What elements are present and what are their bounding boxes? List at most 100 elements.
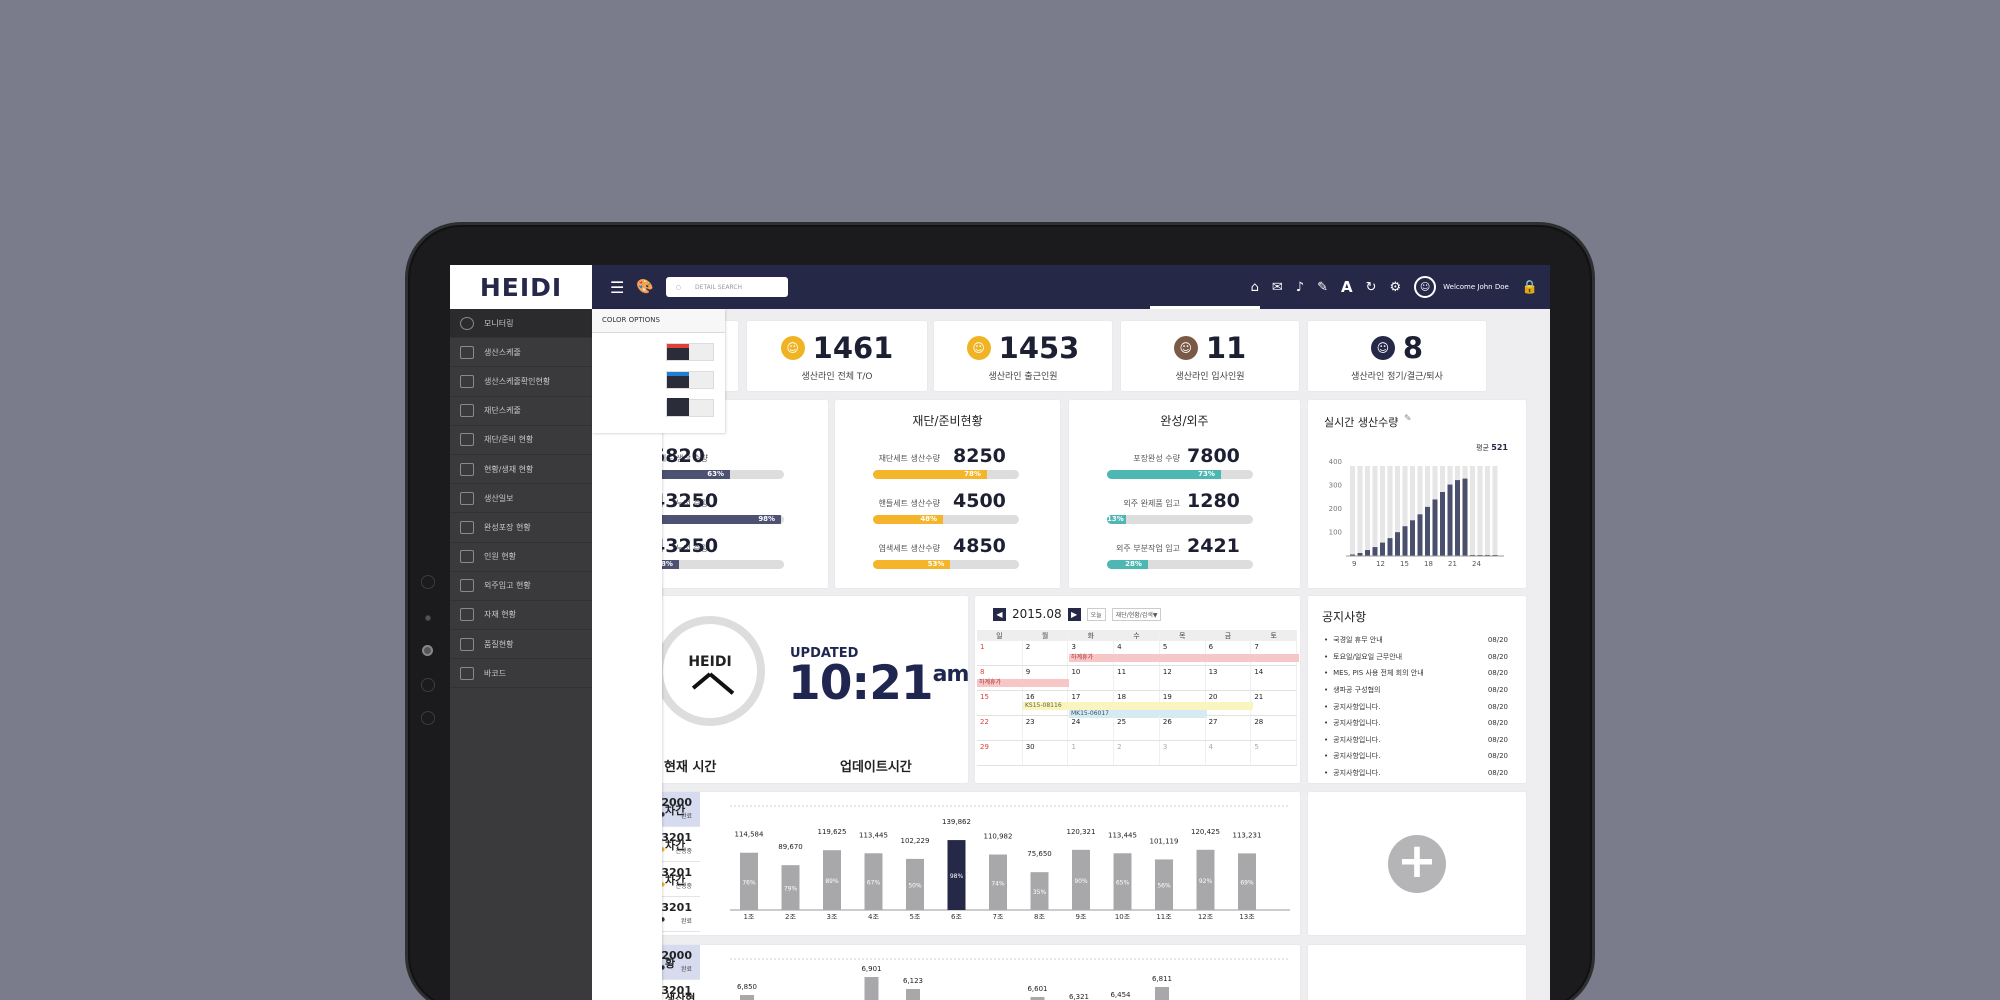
calendar-date[interactable]: 26 xyxy=(1160,716,1206,740)
sidebar-item[interactable]: 외주입고 현황 xyxy=(450,572,592,601)
calendar-date[interactable]: 4 xyxy=(1206,741,1252,765)
prev-month-icon[interactable]: ◀ xyxy=(993,607,1006,621)
calendar-date[interactable]: 14 xyxy=(1251,666,1298,690)
notice-item[interactable]: 공지사항입니다. 08/20 xyxy=(1324,698,1508,715)
sidebar-item[interactable]: 생산스케줄확인현황 xyxy=(450,367,592,397)
calendar-date[interactable]: 3 xyxy=(1160,741,1206,765)
add-widget-card[interactable]: + xyxy=(1308,792,1526,935)
notice-item[interactable]: 공지사항입니다. 08/20 xyxy=(1324,732,1508,749)
lock-icon[interactable]: 🔒 xyxy=(1521,279,1538,295)
calendar-date[interactable]: 5 xyxy=(1251,741,1298,765)
calendar-date[interactable]: 6 xyxy=(1206,641,1252,665)
calendar-date[interactable]: 22 xyxy=(977,716,1023,740)
calendar-date[interactable]: 3 xyxy=(1068,641,1115,665)
category-label: 6조 xyxy=(951,913,962,921)
search-input[interactable]: ○ DETAIL SEARCH xyxy=(665,277,788,297)
font-icon[interactable]: A xyxy=(1340,278,1353,296)
home-icon[interactable]: ⌂ xyxy=(1250,279,1259,295)
calendar-date[interactable]: 12 xyxy=(1160,666,1206,690)
metric-row: 외주 부분작업 입고 2421 28% xyxy=(1069,535,1300,578)
chart-bar-bg xyxy=(1492,466,1498,556)
edit-icon[interactable]: ✎ xyxy=(1404,414,1412,424)
notice-date: 08/20 xyxy=(1487,752,1508,761)
calendar-date[interactable]: 10 xyxy=(1068,666,1115,690)
logo[interactable]: HEIDI xyxy=(450,265,592,309)
bar-value-label: 6,601 xyxy=(1027,985,1047,993)
notice-text: 국경일 휴무 안내 xyxy=(1324,635,1383,645)
calendar-event[interactable]: 하계휴가 xyxy=(1069,654,1299,662)
calendar-date[interactable]: 4 xyxy=(1114,641,1160,665)
sidebar-item[interactable]: 현황/생재 현황 xyxy=(450,455,592,485)
calendar-date[interactable]: 9 xyxy=(1023,666,1069,690)
sidebar-item-label: 재단스케줄 xyxy=(484,406,521,416)
calendar-date[interactable]: 27 xyxy=(1206,716,1252,740)
next-month-icon[interactable]: ▶ xyxy=(1067,607,1081,621)
notice-item[interactable]: 생파공 구성협의 08/20 xyxy=(1324,682,1508,699)
calendar-date[interactable]: 2 xyxy=(1023,641,1069,665)
calendar-date[interactable]: 25 xyxy=(1114,716,1160,740)
calendar-date[interactable]: 5 xyxy=(1160,641,1206,665)
sidebar-item[interactable]: 재단스케줄 xyxy=(450,397,592,426)
calendar-date[interactable]: 1 xyxy=(1068,741,1115,765)
plus-icon[interactable]: + xyxy=(1388,835,1446,893)
sync-icon[interactable]: ↻ xyxy=(1365,279,1377,295)
calendar-event[interactable]: KS15-08116 xyxy=(1023,702,1253,710)
notice-item[interactable]: 공지사항입니다. 08/20 xyxy=(1324,748,1508,765)
sidebar-item[interactable]: 자재 현황 xyxy=(450,601,592,631)
bar-value-label: 119,625 xyxy=(818,828,847,836)
calendar-date[interactable]: 8 xyxy=(977,666,1023,690)
sidebar-item[interactable]: 완성포장 현황 xyxy=(450,513,592,543)
calendar-event[interactable]: 하계휴가 xyxy=(977,679,1069,687)
calendar-event[interactable]: MK15-06017 xyxy=(1069,710,1207,718)
notice-item[interactable]: 공지사항입니다. 08/20 xyxy=(1324,715,1508,732)
palette-icon[interactable]: 🎨 xyxy=(636,279,654,295)
sidebar-item[interactable]: 생산일보 xyxy=(450,484,592,514)
color-swatch-navy[interactable] xyxy=(666,398,714,417)
chart-bar xyxy=(1462,478,1468,556)
sidebar-item[interactable]: 재단/준비 현황 xyxy=(450,426,592,455)
color-swatch-red[interactable] xyxy=(666,343,714,361)
notice-item[interactable]: 토요일/일요일 근무안내 08/20 xyxy=(1324,649,1508,666)
calendar-date[interactable]: 21 xyxy=(1251,691,1298,715)
menu-icon[interactable]: ☰ xyxy=(610,277,625,297)
notice-item[interactable]: 공지사항입니다. 08/20 xyxy=(1324,765,1508,782)
calendar-date[interactable]: 29 xyxy=(977,741,1023,765)
calendar-grid: 일 월 화 수 목 금 토 1 2 3 4 5 6 7 하계휴가 8 9 10 11 12 13 14 하계휴가 15 16 17… xyxy=(977,630,1299,766)
calendar-date[interactable]: 24 xyxy=(1068,716,1115,740)
gear-icon[interactable]: ⚙ xyxy=(1389,279,1402,295)
calendar-date[interactable]: 7 xyxy=(1251,641,1298,665)
calendar-date[interactable]: 1 xyxy=(977,641,1023,665)
notice-item[interactable]: MES, PIS 사용 전체 회의 안내 08/20 xyxy=(1324,665,1508,682)
pencil-icon[interactable]: ✎ xyxy=(1317,279,1328,295)
notice-text: 생파공 구성협의 xyxy=(1324,685,1380,695)
sidebar-item[interactable]: 바코드 xyxy=(450,659,592,689)
calendar-date[interactable]: 23 xyxy=(1023,716,1069,740)
today-button[interactable]: 오늘 xyxy=(1086,607,1106,621)
calendar-date[interactable]: 30 xyxy=(1023,741,1069,765)
calendar-date[interactable]: 11 xyxy=(1114,666,1160,690)
calendar-date[interactable]: 28 xyxy=(1251,716,1298,740)
sidebar-item[interactable]: 인원 현황 xyxy=(450,543,592,572)
mail-icon[interactable]: ✉ xyxy=(1271,279,1283,295)
metric-row: 재단세트 생산수량 8250 78% xyxy=(835,445,1060,488)
calendar-date[interactable]: 13 xyxy=(1206,666,1252,690)
stat-card: ☺ 11 생산라인 입사인원 xyxy=(1121,321,1299,391)
calendar-date[interactable]: 2 xyxy=(1114,741,1160,765)
notice-item[interactable]: 국경일 휴무 안내 08/20 xyxy=(1324,632,1508,649)
stat-value: 11 xyxy=(1205,330,1247,365)
user-avatar-icon[interactable]: ☺ xyxy=(1414,276,1437,298)
color-swatch-blue[interactable] xyxy=(666,371,714,389)
line-status-label: 진행중 xyxy=(675,848,692,855)
metric-label: 누적 수량 xyxy=(676,499,708,508)
sidebar-item[interactable]: 품질현황 xyxy=(450,630,592,660)
progress-bar: 73% xyxy=(1107,470,1253,479)
chart-bar-bg xyxy=(1417,466,1423,556)
add-widget-card-2[interactable] xyxy=(1308,945,1526,1000)
sidebar-item[interactable]: 모니터링 xyxy=(450,309,592,339)
calendar-filter-select[interactable]: 재단/현황/검색▼ xyxy=(1111,607,1162,621)
x-tick-label: 21 xyxy=(1448,560,1457,568)
bell-icon[interactable]: ♪ xyxy=(1295,279,1305,295)
sidebar-item[interactable]: 생산스케줄 xyxy=(450,338,592,368)
calendar-date[interactable]: 15 xyxy=(977,691,1023,715)
sidebar-item-label: 품질현황 xyxy=(484,639,514,649)
